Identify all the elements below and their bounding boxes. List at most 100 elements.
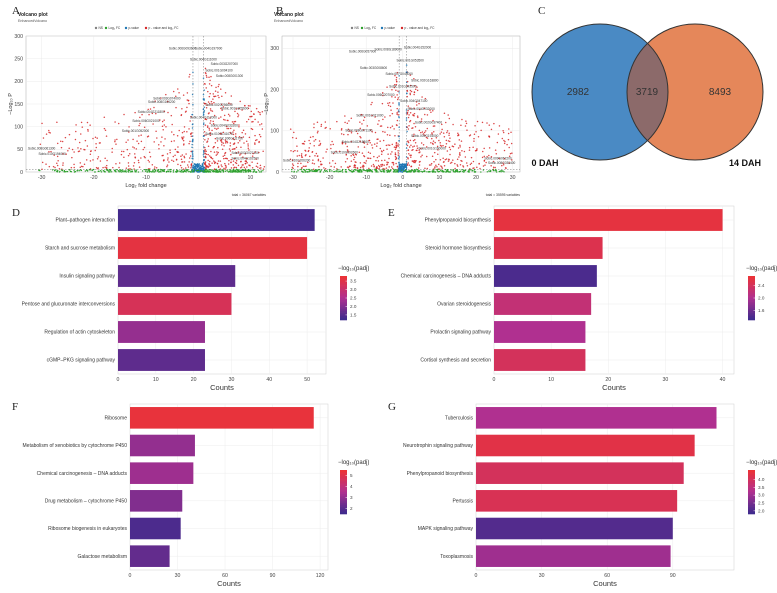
legend-title: −log₁₀(padj) — [338, 266, 369, 272]
data-point — [218, 117, 220, 119]
data-point — [155, 166, 158, 169]
data-point — [416, 86, 418, 88]
data-point — [435, 136, 438, 139]
data-point — [379, 140, 381, 142]
bar — [130, 545, 170, 567]
legend-gradient-step — [748, 504, 755, 507]
data-point — [409, 84, 412, 87]
plot-frame — [281, 35, 521, 173]
data-point — [254, 151, 257, 153]
data-point — [315, 169, 317, 171]
gene-label: Sobic.006G093600 — [169, 47, 197, 51]
data-point — [220, 107, 222, 110]
data-point — [350, 160, 353, 162]
data-point — [224, 139, 227, 141]
data-point — [246, 162, 248, 164]
data-point — [215, 86, 217, 89]
data-point — [134, 111, 136, 114]
data-point — [232, 131, 234, 133]
data-point — [343, 133, 345, 136]
data-point — [316, 132, 319, 134]
data-point — [293, 171, 295, 173]
data-point — [175, 95, 177, 98]
data-point — [326, 148, 328, 151]
data-point — [324, 168, 327, 170]
data-point — [406, 126, 409, 128]
data-point — [461, 160, 463, 162]
data-point — [234, 147, 236, 150]
data-point — [107, 170, 109, 172]
data-point — [443, 112, 446, 114]
gene-label: Sobic.002G256000 — [205, 103, 233, 107]
gene-label: Sobic.004G112000 — [190, 116, 217, 120]
x-tick-label: -30 — [289, 175, 297, 181]
legend-gradient-step — [748, 488, 755, 491]
data-point — [502, 162, 504, 164]
data-point — [219, 160, 222, 162]
data-point — [431, 170, 433, 173]
data-point — [362, 169, 365, 171]
data-point — [132, 165, 135, 167]
data-point — [122, 150, 125, 153]
data-point — [78, 141, 81, 144]
data-point — [304, 165, 306, 168]
legend-gradient-step — [748, 510, 755, 513]
data-point — [302, 165, 305, 167]
data-point — [134, 171, 137, 173]
data-point — [407, 140, 409, 142]
data-point — [203, 111, 205, 113]
data-point — [190, 116, 193, 118]
data-point — [111, 147, 114, 150]
data-point — [341, 141, 344, 143]
data-point — [173, 133, 175, 136]
data-point — [237, 114, 240, 116]
data-point — [391, 167, 394, 170]
data-point — [340, 133, 343, 135]
data-point — [456, 169, 459, 171]
legend-tick-label: 2.5 — [350, 296, 357, 301]
data-point — [406, 112, 409, 114]
data-point — [413, 112, 416, 115]
data-point — [367, 157, 369, 159]
bar — [130, 434, 195, 457]
data-point — [153, 106, 155, 109]
data-point — [80, 148, 82, 150]
data-point — [416, 145, 418, 147]
data-point — [254, 171, 257, 173]
legend-gradient-step — [340, 492, 347, 495]
data-point — [182, 139, 185, 142]
data-point — [301, 156, 304, 158]
data-point — [232, 169, 235, 171]
data-point — [414, 139, 416, 141]
data-point — [189, 140, 191, 143]
gene-label: Sobic.001G160000 — [418, 146, 446, 150]
data-point — [423, 170, 426, 173]
data-point — [448, 146, 451, 149]
legend-gradient-step — [748, 506, 755, 509]
data-point — [394, 148, 397, 151]
data-point — [103, 127, 106, 130]
data-point — [413, 93, 415, 96]
x-tick-label: 30 — [175, 573, 181, 579]
data-point — [480, 171, 482, 173]
data-point — [362, 165, 365, 167]
data-point — [183, 156, 186, 159]
data-point — [102, 169, 105, 172]
data-point — [204, 67, 207, 70]
legend-gradient-step — [340, 508, 347, 511]
data-point — [217, 91, 219, 93]
data-point — [485, 161, 487, 164]
data-point — [409, 120, 411, 123]
data-point — [429, 170, 431, 173]
data-point — [325, 151, 327, 153]
data-point — [420, 131, 422, 134]
data-point — [394, 74, 396, 77]
data-point — [260, 123, 263, 125]
data-point — [445, 170, 448, 173]
data-point — [208, 127, 210, 130]
data-point — [422, 133, 425, 135]
data-point — [127, 139, 129, 141]
data-point — [169, 151, 171, 154]
legend-tick-label: 4 — [350, 484, 353, 489]
data-point — [369, 170, 371, 172]
